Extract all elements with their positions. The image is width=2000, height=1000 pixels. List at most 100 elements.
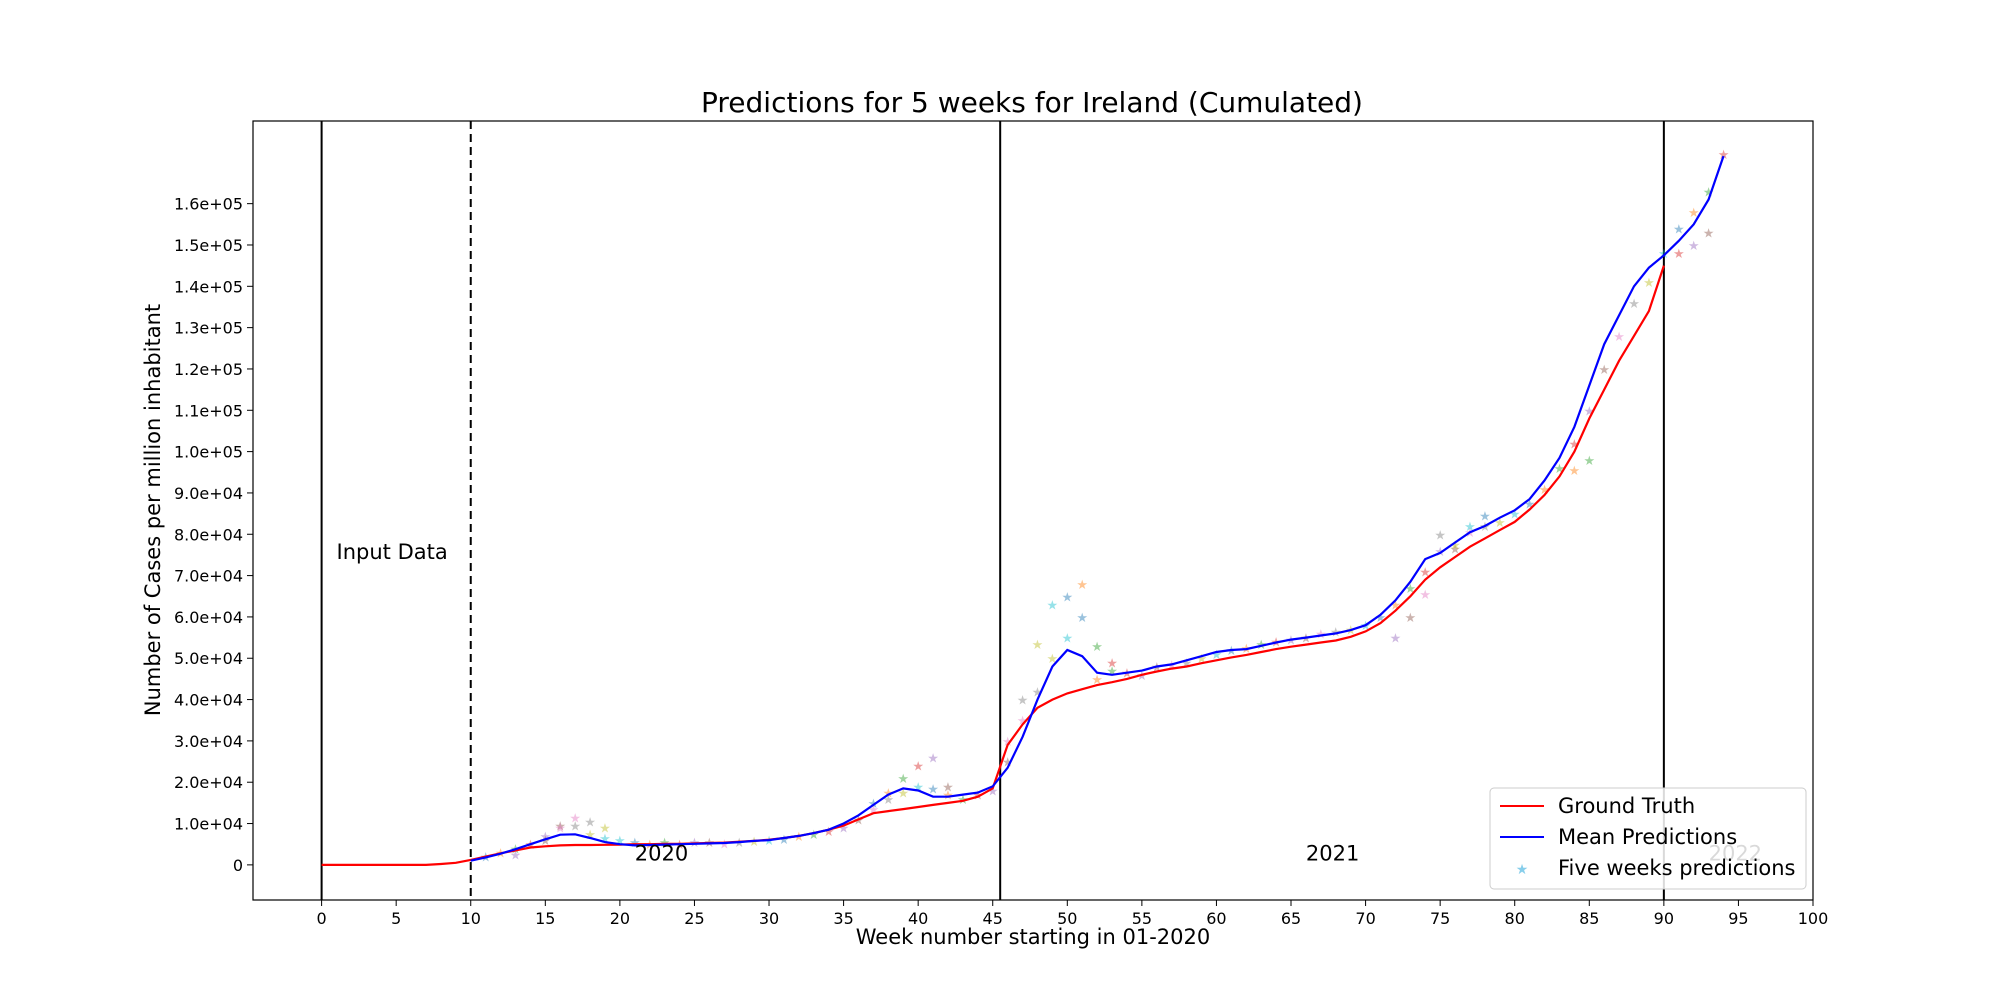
prediction-star-point: ★ — [1136, 669, 1148, 684]
prediction-star-point: ★ — [1598, 363, 1610, 378]
y-tick-label: 1.0e+04 — [174, 815, 243, 834]
annotation-label: 2021 — [1306, 842, 1359, 866]
prediction-star-point: ★ — [1479, 520, 1491, 535]
prediction-star-point: ★ — [1047, 652, 1059, 667]
prediction-star-point: ★ — [1196, 652, 1208, 667]
y-tick-label: 1.3e+05 — [174, 319, 243, 338]
prediction-star-point: ★ — [1419, 565, 1431, 580]
x-tick-label: 40 — [908, 909, 928, 928]
x-tick-label: 5 — [391, 909, 401, 928]
prediction-star-point: ★ — [554, 820, 566, 835]
prediction-star-point: ★ — [599, 822, 611, 837]
x-tick-label: 45 — [983, 909, 1003, 928]
y-tick-label: 6.0e+04 — [174, 608, 243, 627]
prediction-star-point: ★ — [554, 822, 566, 837]
y-tick-label: 8.0e+04 — [174, 525, 243, 544]
legend-label-mean-predictions: Mean Predictions — [1558, 825, 1737, 849]
prediction-star-point: ★ — [569, 820, 581, 835]
prediction-star-point: ★ — [1539, 483, 1551, 498]
vertical-markers — [320, 121, 1665, 900]
prediction-star-point: ★ — [1151, 661, 1163, 676]
annotation-label: Input Data — [337, 540, 448, 564]
prediction-star-point: ★ — [1434, 528, 1446, 543]
prediction-star-point: ★ — [808, 828, 820, 843]
prediction-star-point: ★ — [1494, 516, 1506, 531]
prediction-star-point: ★ — [1524, 497, 1536, 512]
prediction-star-point: ★ — [1226, 644, 1238, 659]
prediction-star-point: ★ — [584, 828, 596, 843]
x-axis-label: Week number starting in 01-2020 — [856, 925, 1210, 949]
x-tick-label: 15 — [535, 909, 555, 928]
legend-swatch-star: ★ — [1516, 862, 1529, 878]
prediction-star-point: ★ — [1569, 437, 1581, 452]
prediction-star-point: ★ — [1673, 222, 1685, 237]
prediction-star-point: ★ — [1091, 673, 1103, 688]
prediction-star-point: ★ — [1404, 611, 1416, 626]
prediction-star-point: ★ — [1181, 656, 1193, 671]
prediction-star-point: ★ — [1061, 590, 1073, 605]
prediction-star-point: ★ — [1106, 656, 1118, 671]
y-tick-label: 2.0e+04 — [174, 773, 243, 792]
chart-title: Predictions for 5 weeks for Ireland (Cum… — [701, 86, 1363, 119]
prediction-star-point: ★ — [733, 836, 745, 851]
prediction-star-point: ★ — [1688, 206, 1700, 221]
prediction-star-point: ★ — [1613, 330, 1625, 345]
prediction-star-point: ★ — [1404, 582, 1416, 597]
prediction-star-point: ★ — [1106, 665, 1118, 680]
prediction-star-point: ★ — [1390, 599, 1402, 614]
prediction-star-point: ★ — [897, 787, 909, 802]
prediction-star-point: ★ — [510, 849, 522, 864]
prediction-star-point: ★ — [1449, 543, 1461, 558]
x-tick-label: 55 — [1132, 909, 1152, 928]
x-tick-label: 20 — [610, 909, 630, 928]
prediction-star-point: ★ — [614, 834, 626, 849]
prediction-star-point: ★ — [987, 784, 999, 799]
y-tick-label: 1.2e+05 — [174, 360, 243, 379]
prediction-star-point: ★ — [1211, 648, 1223, 663]
prediction-star-point: ★ — [1061, 632, 1073, 647]
prediction-star-point: ★ — [927, 751, 939, 766]
prediction-star-point: ★ — [1703, 185, 1715, 200]
prediction-star-point: ★ — [569, 811, 581, 826]
y-tick-label: 5.0e+04 — [174, 649, 243, 668]
annotation-label: 2020 — [635, 842, 688, 866]
prediction-star-point: ★ — [1673, 247, 1685, 262]
x-tick-label: 100 — [1798, 909, 1829, 928]
prediction-star-point: ★ — [599, 832, 611, 847]
x-tick-label: 90 — [1654, 909, 1674, 928]
prediction-star-point: ★ — [1419, 588, 1431, 603]
prediction-star-point: ★ — [1032, 685, 1044, 700]
prediction-star-point: ★ — [1375, 611, 1387, 626]
prediction-star-point: ★ — [748, 835, 760, 850]
legend-label-five-weeks: Five weeks predictions — [1558, 856, 1796, 880]
y-tick-label: 9.0e+04 — [174, 484, 243, 503]
mean-predictions-line — [470, 155, 1725, 862]
y-tick-label: 7.0e+04 — [174, 567, 243, 586]
prediction-star-point: ★ — [1554, 462, 1566, 477]
x-tick-label: 95 — [1728, 909, 1748, 928]
prediction-star-point: ★ — [1643, 276, 1655, 291]
prediction-star-point: ★ — [539, 830, 551, 845]
y-axis-label: Number of Cases per million inhabitant — [141, 304, 165, 716]
x-tick-label: 85 — [1579, 909, 1599, 928]
prediction-star-point: ★ — [1464, 520, 1476, 535]
prediction-star-point: ★ — [1449, 539, 1461, 554]
prediction-star-point: ★ — [674, 838, 686, 853]
prediction-star-point: ★ — [1688, 239, 1700, 254]
prediction-star-point: ★ — [1464, 526, 1476, 541]
series-layer: ★ ★ ★ ★★★★ ★ ★★ ★ ★ ★ ★ ★ ★ ★ ★ ★ ★ ★ ★ ★ ★ ★★★★ ★ ★ ★ ★ ★ ★ ★★★★★★… — [321, 148, 1729, 867]
prediction-star-point: ★ — [763, 834, 775, 849]
x-tick-label: 60 — [1206, 909, 1226, 928]
x-axis: 0 5 10 15 20 25 30 35 40 45 50 55 60 65 70 75 80 85 90 95 10… — [317, 900, 1829, 928]
prediction-star-point: ★ — [823, 825, 835, 840]
x-tick-label: 30 — [759, 909, 779, 928]
legend-box — [1489, 787, 1807, 890]
x-tick-label: 75 — [1430, 909, 1450, 928]
prediction-star-point: ★ — [1628, 297, 1640, 312]
x-tick-label: 10 — [461, 909, 481, 928]
prediction-star-point: ★ — [868, 803, 880, 818]
x-tick-label: 70 — [1355, 909, 1375, 928]
prediction-star-point: ★ — [525, 838, 537, 853]
prediction-star-point: ★ — [793, 830, 805, 845]
